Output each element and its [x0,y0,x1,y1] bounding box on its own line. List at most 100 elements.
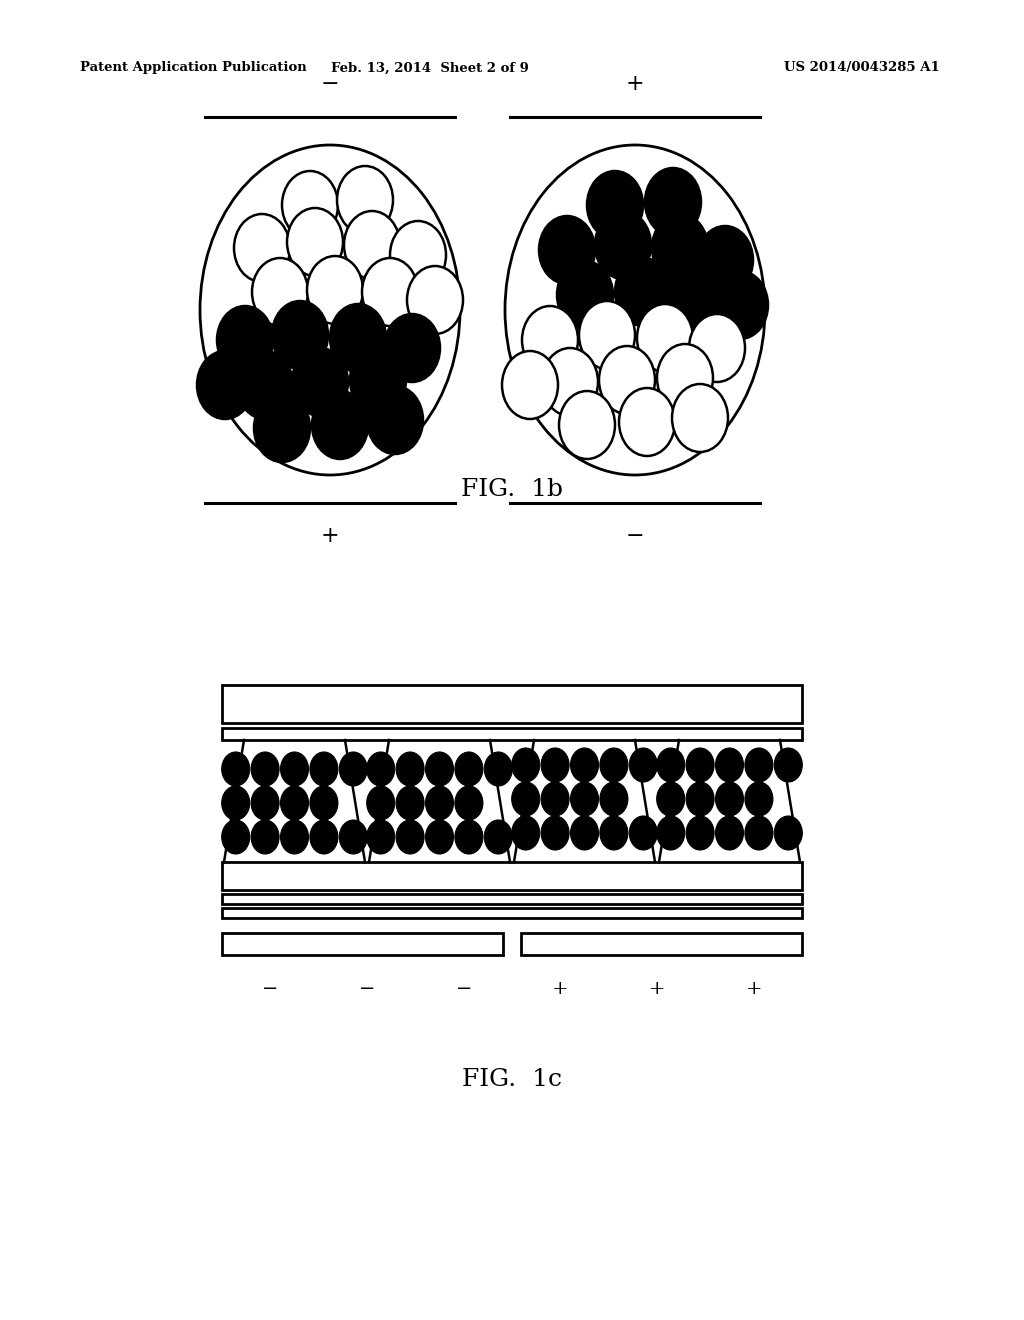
Ellipse shape [744,816,773,850]
Text: FIG.  1b: FIG. 1b [461,479,563,502]
Bar [222,933,503,954]
Ellipse shape [541,816,569,850]
Ellipse shape [600,748,628,781]
Ellipse shape [292,348,348,416]
Ellipse shape [307,256,362,323]
Ellipse shape [570,748,598,781]
Bar [521,933,802,954]
Text: +: + [626,73,644,95]
Ellipse shape [396,785,424,820]
Ellipse shape [522,306,578,374]
Ellipse shape [595,211,651,279]
Ellipse shape [484,752,512,785]
Ellipse shape [254,393,310,462]
Ellipse shape [559,391,615,459]
Ellipse shape [744,781,773,816]
Ellipse shape [502,351,558,418]
Ellipse shape [272,301,328,370]
Text: −: − [358,979,375,998]
Ellipse shape [251,752,280,785]
Ellipse shape [656,781,685,816]
Ellipse shape [669,261,725,329]
Text: Feb. 13, 2014  Sheet 2 of 9: Feb. 13, 2014 Sheet 2 of 9 [331,62,529,74]
Ellipse shape [407,267,463,334]
Ellipse shape [579,301,635,370]
Ellipse shape [686,781,714,816]
Ellipse shape [344,211,400,279]
Ellipse shape [362,257,418,326]
Text: +: + [321,525,339,546]
Ellipse shape [656,748,685,781]
Text: −: − [321,73,339,95]
Ellipse shape [426,785,454,820]
Ellipse shape [712,271,768,339]
Ellipse shape [281,752,308,785]
Text: US 2014/0043285 A1: US 2014/0043285 A1 [784,62,940,74]
Ellipse shape [384,314,440,381]
Ellipse shape [251,820,280,854]
Ellipse shape [587,172,643,239]
Text: Patent Application Publication: Patent Application Publication [80,62,307,74]
Bar [222,685,802,723]
Ellipse shape [615,257,671,326]
Text: +: + [649,979,666,998]
Bar [222,908,802,917]
Ellipse shape [512,816,540,850]
Ellipse shape [599,346,655,414]
Ellipse shape [645,168,701,236]
Ellipse shape [234,214,290,282]
Ellipse shape [618,388,675,455]
Ellipse shape [222,752,250,785]
Ellipse shape [222,820,250,854]
Ellipse shape [672,384,728,451]
Ellipse shape [312,391,368,459]
Text: −: − [456,979,472,998]
Ellipse shape [541,781,569,816]
Ellipse shape [484,820,512,854]
Ellipse shape [570,781,598,816]
Ellipse shape [637,304,693,372]
Bar [222,862,802,890]
Ellipse shape [542,348,598,416]
Ellipse shape [630,748,657,781]
Ellipse shape [455,820,483,854]
Bar [222,729,802,741]
Ellipse shape [455,752,483,785]
Ellipse shape [774,816,802,850]
Ellipse shape [697,226,753,294]
Ellipse shape [716,781,743,816]
Ellipse shape [426,752,454,785]
Ellipse shape [557,261,613,329]
Text: +: + [552,979,568,998]
Ellipse shape [222,785,250,820]
Ellipse shape [310,820,338,854]
Ellipse shape [774,748,802,781]
Ellipse shape [281,785,308,820]
Ellipse shape [252,257,308,326]
Text: FIG.  1c: FIG. 1c [462,1068,562,1092]
Ellipse shape [396,820,424,854]
Ellipse shape [689,314,745,381]
Ellipse shape [367,752,394,785]
Ellipse shape [716,816,743,850]
Ellipse shape [197,351,253,418]
Text: −: − [262,979,279,998]
Ellipse shape [652,214,708,282]
Ellipse shape [237,351,293,418]
Ellipse shape [600,816,628,850]
Ellipse shape [337,166,393,234]
Ellipse shape [251,785,280,820]
Ellipse shape [339,752,368,785]
Text: +: + [745,979,762,998]
Ellipse shape [396,752,424,785]
Ellipse shape [512,748,540,781]
Ellipse shape [656,816,685,850]
Ellipse shape [686,816,714,850]
Ellipse shape [455,785,483,820]
Ellipse shape [541,748,569,781]
Ellipse shape [630,816,657,850]
Ellipse shape [512,781,540,816]
Ellipse shape [390,220,446,289]
Ellipse shape [367,785,394,820]
Ellipse shape [600,781,628,816]
